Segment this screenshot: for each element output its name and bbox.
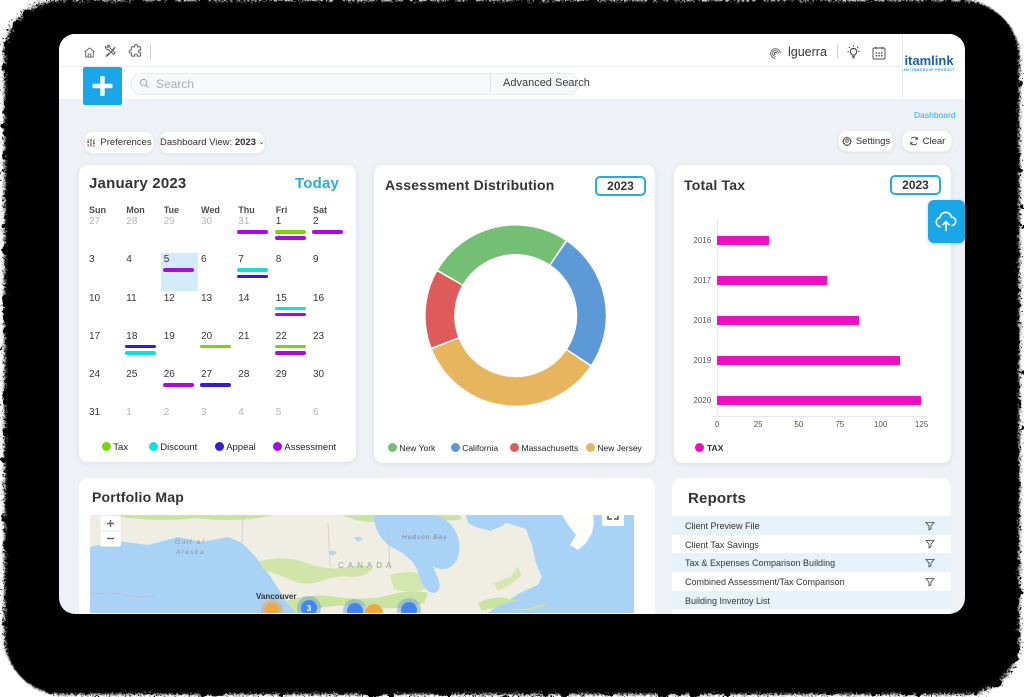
svg-text:Vancouver: Vancouver (256, 592, 296, 601)
svg-text:Hudson Bay: Hudson Bay (402, 534, 447, 541)
svg-text:CANADA: CANADA (338, 561, 395, 570)
svg-text:Gulf of: Gulf of (175, 539, 205, 546)
svg-text:3: 3 (307, 604, 312, 613)
svg-text:Alaska: Alaska (175, 549, 205, 556)
